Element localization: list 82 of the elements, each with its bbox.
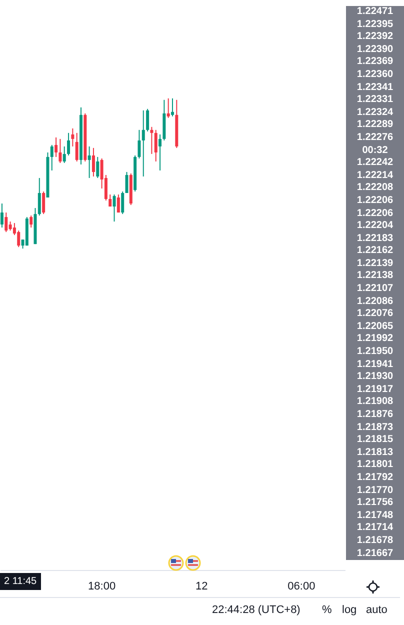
candlestick bbox=[42, 191, 46, 215]
candlestick bbox=[96, 156, 100, 178]
candlestick bbox=[8, 221, 12, 232]
text: 00:32 bbox=[346, 144, 404, 158]
text: 1.22162 bbox=[346, 245, 404, 258]
text: 1.22214 bbox=[346, 170, 404, 182]
text: 1.21714 bbox=[346, 522, 404, 535]
candlestick bbox=[4, 212, 8, 233]
text: 1.22395 bbox=[346, 18, 404, 32]
x-tick-label: 06:00 bbox=[288, 580, 316, 592]
text: 1.22204 bbox=[346, 220, 404, 233]
text: 1.22107 bbox=[346, 283, 404, 296]
text: 1.21667 bbox=[346, 548, 404, 560]
text: 1.21748 bbox=[346, 510, 404, 522]
text: log bbox=[342, 604, 357, 616]
candlestick bbox=[108, 194, 112, 208]
text: 1.22289 bbox=[346, 119, 404, 132]
text: 22:44:28 (UTC+8) bbox=[212, 604, 300, 616]
text: 1.21908 bbox=[346, 396, 404, 409]
text: 1.21815 bbox=[346, 434, 404, 447]
text: 1.22208 bbox=[346, 182, 404, 195]
text: 1.22139 bbox=[346, 258, 404, 270]
text: 1.21756 bbox=[346, 497, 404, 510]
candlestick bbox=[54, 136, 58, 158]
candlestick bbox=[146, 108, 150, 132]
text: 1.22324 bbox=[346, 106, 404, 120]
text: 1.21930 bbox=[346, 371, 404, 384]
text: 1.22360 bbox=[346, 68, 404, 82]
candlestick bbox=[150, 126, 154, 154]
text: 1.21801 bbox=[346, 459, 404, 472]
text: 1.21917 bbox=[346, 384, 404, 396]
text: 1.22276 bbox=[346, 132, 404, 145]
candlestick bbox=[0, 203, 4, 228]
text: 1.21792 bbox=[346, 472, 404, 485]
candlestick bbox=[112, 194, 116, 222]
text: 1.21678 bbox=[346, 534, 404, 548]
candlestick bbox=[154, 129, 158, 162]
x-tick-label: 12 bbox=[195, 580, 208, 592]
candlestick bbox=[125, 171, 128, 194]
text: 1.22369 bbox=[346, 56, 404, 69]
text: 1.22471 bbox=[346, 6, 404, 19]
candlestick bbox=[62, 146, 66, 164]
text: 1.22390 bbox=[346, 44, 404, 56]
text: 1.21992 bbox=[346, 333, 404, 346]
x-tick-label: 18:00 bbox=[88, 580, 116, 592]
candlestick bbox=[71, 128, 74, 147]
text: auto bbox=[366, 604, 388, 616]
candlestick bbox=[171, 98, 174, 117]
candlestick bbox=[142, 110, 145, 177]
text: 1.21876 bbox=[346, 409, 404, 422]
text: 1.22206 bbox=[346, 208, 404, 220]
candlestick bbox=[75, 132, 78, 162]
text: 2 11:45 bbox=[0, 573, 41, 590]
candlestick bbox=[17, 230, 20, 248]
text: 1.22242 bbox=[346, 157, 404, 170]
text: 1.21770 bbox=[346, 484, 404, 498]
text: 1.22183 bbox=[346, 232, 404, 246]
text: 1.22076 bbox=[346, 308, 404, 321]
candlestick bbox=[166, 98, 170, 118]
candlestick bbox=[58, 138, 62, 164]
text: 1.22206 bbox=[346, 194, 404, 208]
candlestick bbox=[38, 177, 41, 216]
text: 1.22086 bbox=[346, 296, 404, 308]
candlestick bbox=[50, 144, 54, 171]
text: 1.21873 bbox=[346, 422, 404, 434]
text: 1.21950 bbox=[346, 346, 404, 359]
text: % bbox=[322, 604, 332, 616]
text: 1.22138 bbox=[346, 270, 404, 284]
candlestick bbox=[67, 132, 70, 156]
candlestick bbox=[88, 146, 91, 178]
candlestick bbox=[158, 134, 162, 171]
text: 1.22341 bbox=[346, 82, 404, 94]
candlestick bbox=[138, 129, 141, 159]
text: 1.22331 bbox=[346, 94, 404, 107]
candlestick bbox=[121, 191, 124, 215]
text: 1.22392 bbox=[346, 31, 404, 44]
text: 1.22065 bbox=[346, 320, 404, 334]
text: 1.21941 bbox=[346, 358, 404, 372]
text: 1.21813 bbox=[346, 446, 404, 460]
candlestick bbox=[116, 194, 120, 214]
candlestick bbox=[30, 215, 33, 228]
candlestick bbox=[92, 147, 95, 177]
